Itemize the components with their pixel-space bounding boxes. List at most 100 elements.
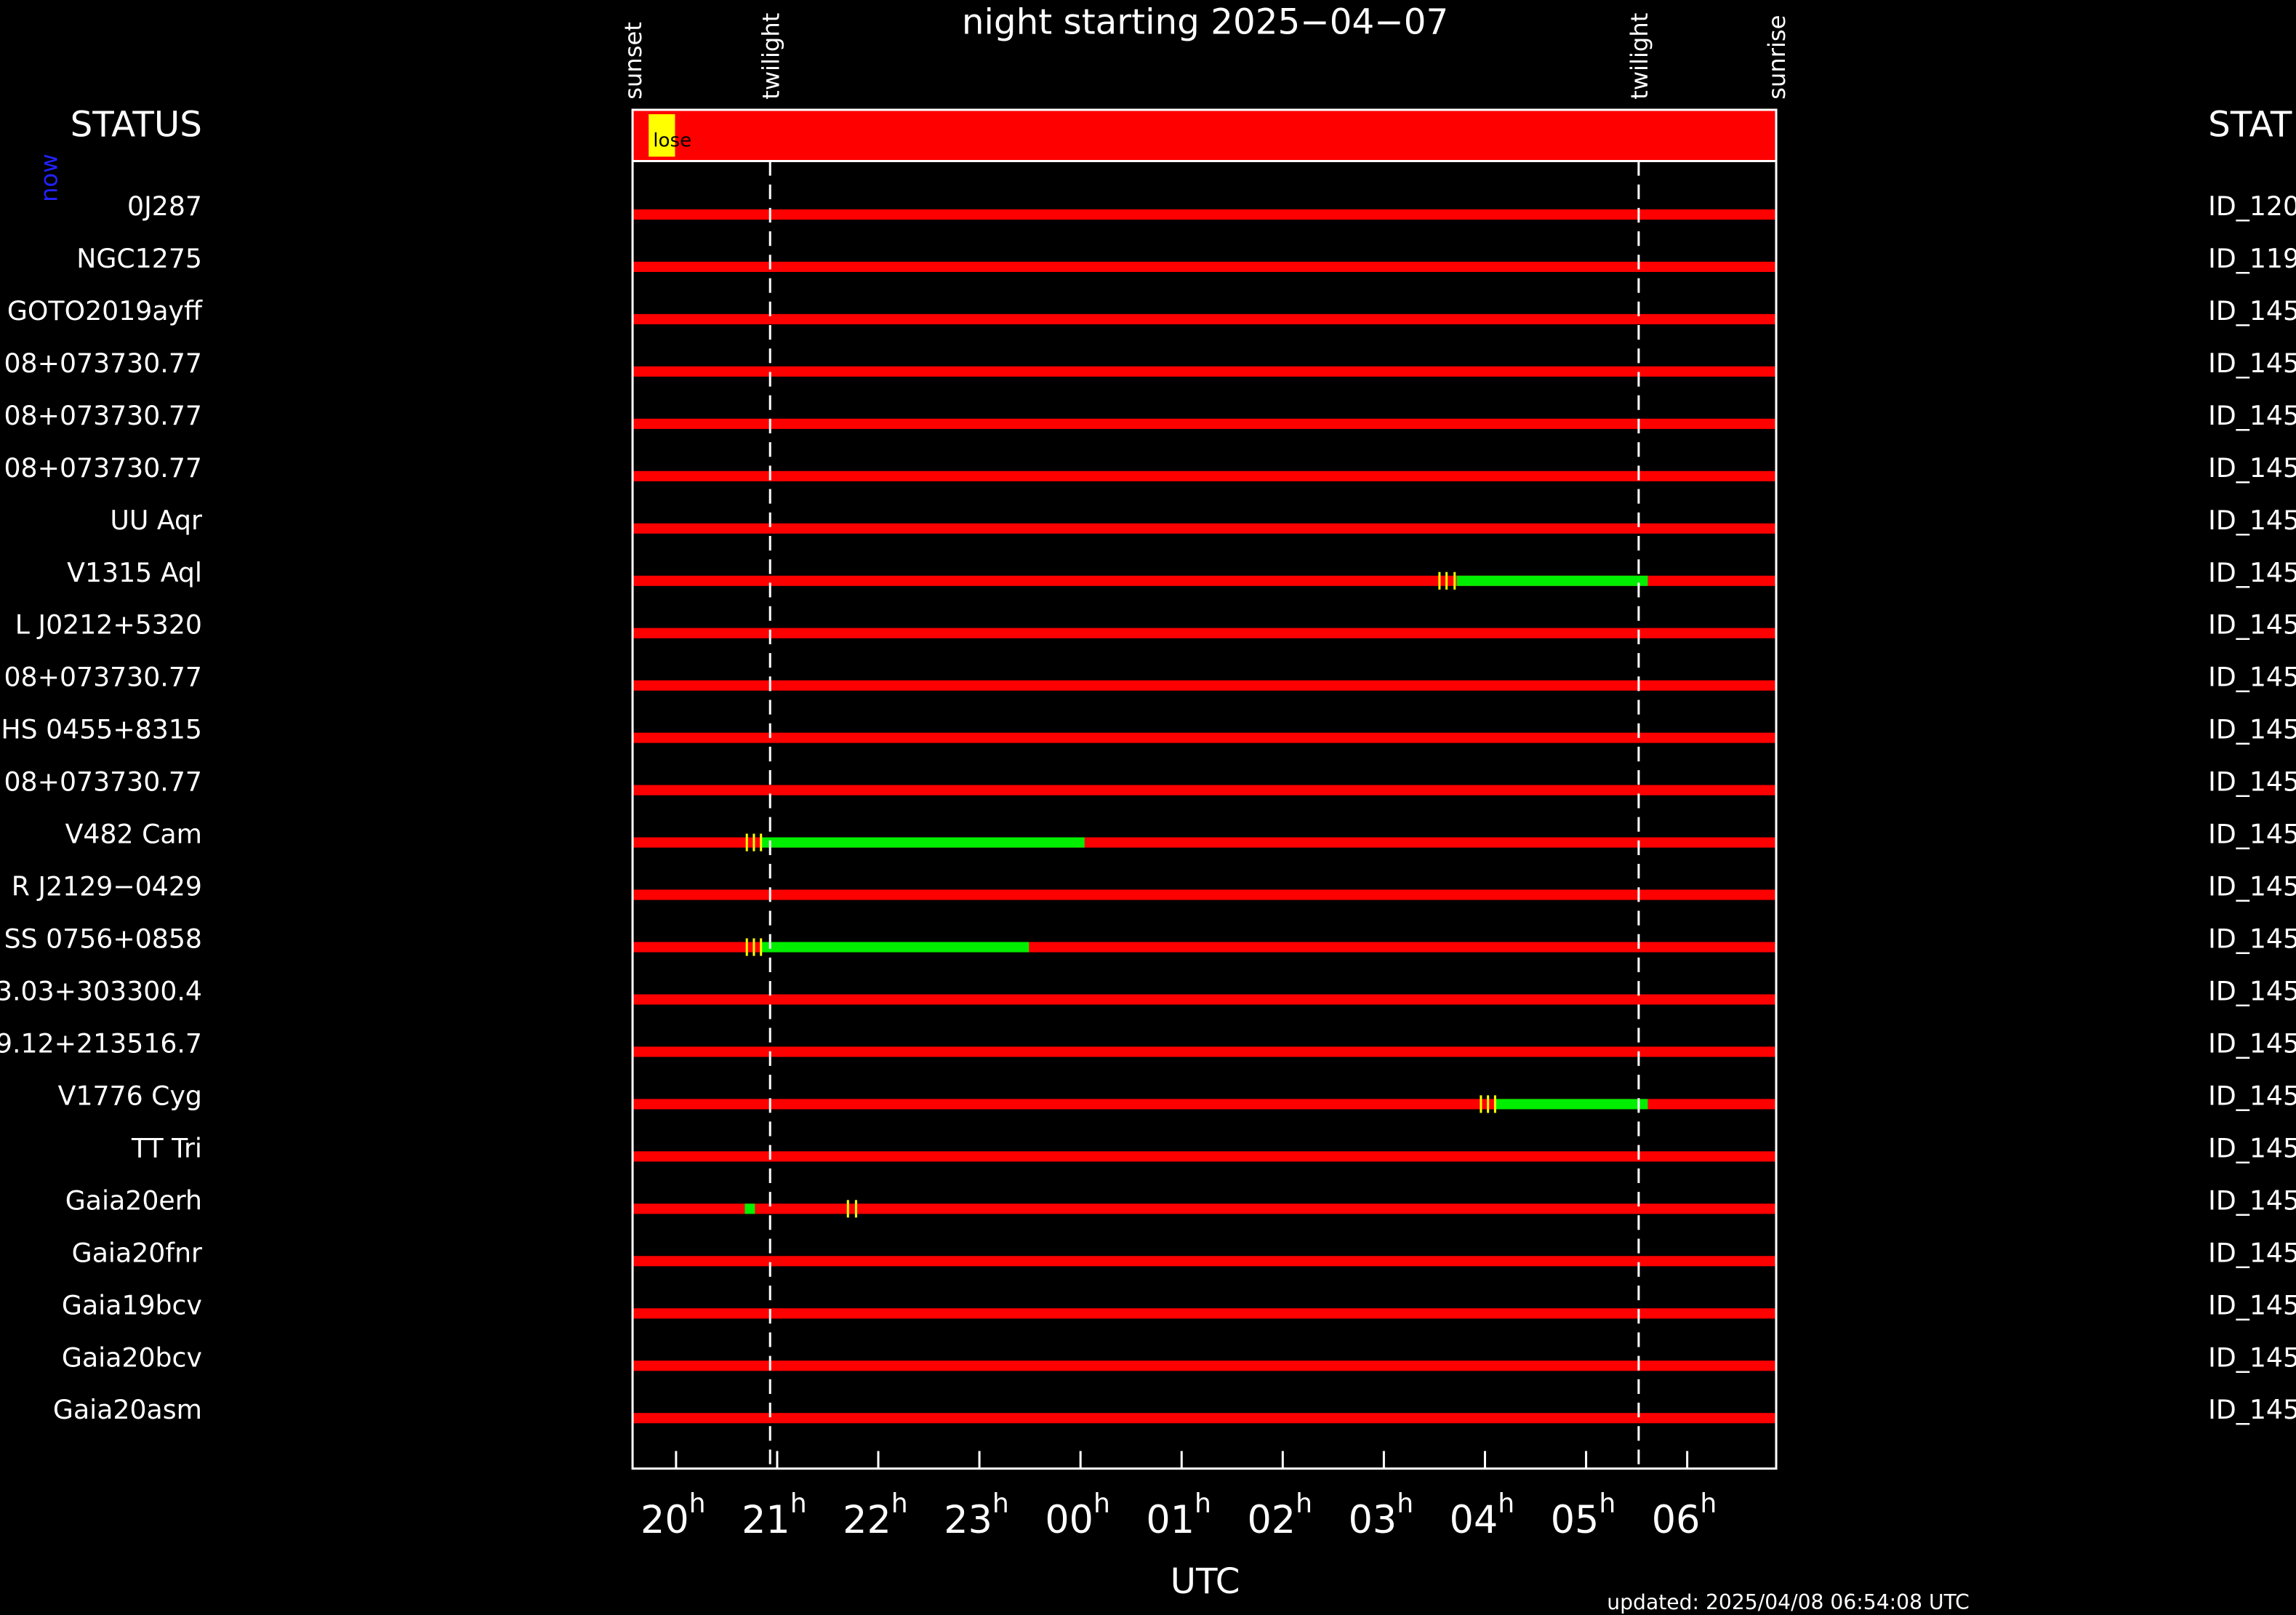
target-name: TT Tri <box>131 1132 202 1163</box>
status-note: lose <box>653 129 691 151</box>
x-tick-label-unit: h <box>1296 1488 1312 1519</box>
target-name: V482 Cam <box>65 819 202 850</box>
event-label: sunset <box>619 22 647 100</box>
x-tick-label-unit: h <box>689 1488 706 1519</box>
target-name: Gaia19bcv <box>62 1289 202 1321</box>
now-label: now <box>36 153 63 201</box>
target-name: L J0212+5320 <box>15 609 202 641</box>
chart-title: night starting 2025−04−07 <box>962 1 1448 42</box>
observing-window <box>760 837 1085 848</box>
target-name: V1315 Aql <box>67 557 202 588</box>
target-bar <box>633 1046 1777 1057</box>
target-name: Gaia20bcv <box>62 1342 202 1373</box>
target-name: Gaia20asm <box>53 1394 202 1425</box>
x-axis-label: UTC <box>1171 1561 1240 1602</box>
target-name: 08+073730.77 <box>4 400 201 431</box>
target-name: Gaia20fnr <box>72 1237 202 1268</box>
observing-window <box>1495 1099 1648 1110</box>
observing-window <box>760 942 1029 953</box>
target-name: 9.12+213516.7 <box>0 1027 202 1059</box>
target-id: ID_145 <box>2208 766 2296 798</box>
target-id: ID_145 <box>2208 1027 2296 1059</box>
target-id: ID_145 <box>2208 348 2296 379</box>
event-label: sunrise <box>1763 15 1791 99</box>
x-tick-label-unit: h <box>1700 1488 1717 1519</box>
target-bar <box>633 1203 1777 1214</box>
target-id: ID_145 <box>2208 1342 2296 1373</box>
target-bar <box>633 732 1777 743</box>
event-label: twilight <box>757 13 784 100</box>
target-id: ID_145 <box>2208 1185 2296 1216</box>
target-id: ID_120 <box>2208 191 2296 222</box>
target-id: ID_145 <box>2208 505 2296 536</box>
target-bar <box>633 261 1777 273</box>
target-id: ID_119 <box>2208 243 2296 274</box>
target-id: ID_145 <box>2208 1080 2296 1111</box>
target-bar <box>633 1256 1777 1267</box>
target-id: ID_145 <box>2208 662 2296 693</box>
target-name: SS 0756+0858 <box>4 923 202 955</box>
x-tick-label-unit: h <box>891 1488 908 1519</box>
target-id: ID_145 <box>2208 295 2296 326</box>
x-tick-label-unit: h <box>1397 1488 1413 1519</box>
target-id: ID_145 <box>2208 871 2296 902</box>
target-name: UU Aqr <box>110 505 202 536</box>
target-id: ID_145 <box>2208 923 2296 955</box>
target-name: R J2129−0429 <box>12 871 202 902</box>
target-name: 08+073730.77 <box>4 452 201 484</box>
target-id: ID_145 <box>2208 609 2296 641</box>
target-name: HS 0455+8315 <box>1 714 202 745</box>
target-name: NGC1275 <box>76 243 202 274</box>
target-bar <box>633 366 1777 377</box>
target-bar <box>633 313 1777 324</box>
target-bar <box>633 1308 1777 1319</box>
target-id: ID_145 <box>2208 714 2296 745</box>
target-bar <box>633 470 1777 481</box>
target-name: 08+073730.77 <box>4 348 201 379</box>
target-bar <box>633 209 1777 220</box>
observing-window <box>744 1203 755 1214</box>
target-name: Gaia20erh <box>65 1185 202 1216</box>
right-header: STAT <box>2208 104 2292 145</box>
target-name: V1776 Cyg <box>58 1080 202 1111</box>
target-name: 08+073730.77 <box>4 766 201 798</box>
target-bar <box>633 1413 1777 1424</box>
target-bar <box>633 889 1777 900</box>
x-tick-label-unit: h <box>1599 1488 1615 1519</box>
target-bar <box>633 1151 1777 1162</box>
target-id: ID_145 <box>2208 1289 2296 1321</box>
target-id: ID_145 <box>2208 819 2296 850</box>
target-name: 3.03+303300.4 <box>0 975 202 1006</box>
target-id: ID_145 <box>2208 975 2296 1006</box>
target-name: 08+073730.77 <box>4 662 201 693</box>
target-bar <box>633 523 1777 534</box>
footer: updated: 2025/04/08 06:54:08 UTC <box>1607 1590 1970 1614</box>
target-bar <box>633 680 1777 691</box>
target-id: ID_145 <box>2208 1394 2296 1425</box>
target-id: ID_145 <box>2208 557 2296 588</box>
target-name: GOTO2019ayff <box>7 295 203 326</box>
target-id: ID_145 <box>2208 400 2296 431</box>
plot-frame <box>631 108 1778 1470</box>
event-label: twilight <box>1626 13 1653 100</box>
target-name: 0J287 <box>127 191 202 222</box>
target-bar <box>633 1099 1777 1110</box>
x-tick-label-unit: h <box>790 1488 807 1519</box>
status-note-box <box>649 114 675 157</box>
target-bar <box>633 628 1777 638</box>
target-id: ID_145 <box>2208 452 2296 484</box>
observing-window <box>1456 575 1648 586</box>
target-bar <box>633 994 1777 1005</box>
x-tick-label-unit: h <box>1498 1488 1514 1519</box>
target-bar <box>633 1360 1777 1371</box>
left-header: STATUS <box>71 104 202 145</box>
target-id: ID_145 <box>2208 1237 2296 1268</box>
x-tick-label-unit: h <box>992 1488 1009 1519</box>
target-bar <box>633 418 1777 429</box>
target-id: ID_145 <box>2208 1132 2296 1163</box>
target-bar <box>633 785 1777 796</box>
status-bar <box>633 110 1777 161</box>
x-tick-label-unit: h <box>1195 1488 1211 1519</box>
